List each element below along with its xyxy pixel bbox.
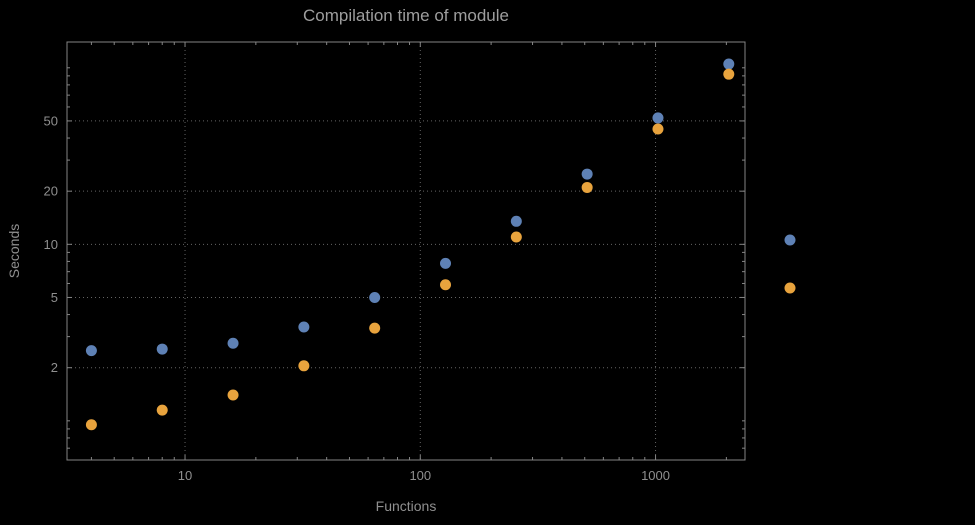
data-point-series-1-blue <box>510 215 522 227</box>
y-tick-label: 20 <box>44 184 58 199</box>
data-point-series-2-orange <box>440 279 452 291</box>
y-tick-label: 10 <box>44 237 58 252</box>
x-tick-label: 10 <box>178 468 192 483</box>
data-point-series-1-blue <box>85 345 97 357</box>
x-tick-label: 100 <box>409 468 431 483</box>
data-point-series-1-blue <box>156 343 168 355</box>
x-tick-label: 1000 <box>641 468 670 483</box>
data-point-series-1-blue <box>652 112 664 124</box>
y-tick-label: 2 <box>51 360 58 375</box>
data-point-series-1-blue <box>440 257 452 269</box>
data-point-series-1-blue <box>298 321 310 333</box>
data-point-series-1-blue <box>369 291 381 303</box>
legend-marker-series-1-blue <box>784 234 796 246</box>
data-point-series-2-orange <box>581 181 593 193</box>
data-point-series-1-blue <box>581 168 593 180</box>
data-point-series-2-orange <box>85 419 97 431</box>
plot-frame <box>66 41 746 461</box>
y-tick-label: 5 <box>51 290 58 305</box>
x-axis-label: Functions <box>375 498 437 514</box>
data-point-series-2-orange <box>510 231 522 243</box>
data-point-series-1-blue <box>227 337 239 349</box>
data-point-series-2-orange <box>652 123 664 135</box>
y-axis-label: Seconds <box>6 223 22 279</box>
data-point-series-2-orange <box>298 360 310 372</box>
data-point-series-2-orange <box>227 389 239 401</box>
legend-marker-series-2-orange <box>784 282 796 294</box>
data-point-series-1-blue <box>723 58 735 70</box>
y-tick-label: 50 <box>44 113 58 128</box>
data-point-series-2-orange <box>156 404 168 416</box>
data-point-series-2-orange <box>369 322 381 334</box>
data-point-series-2-orange <box>723 68 735 80</box>
chart-title: Compilation time of module <box>303 6 509 25</box>
